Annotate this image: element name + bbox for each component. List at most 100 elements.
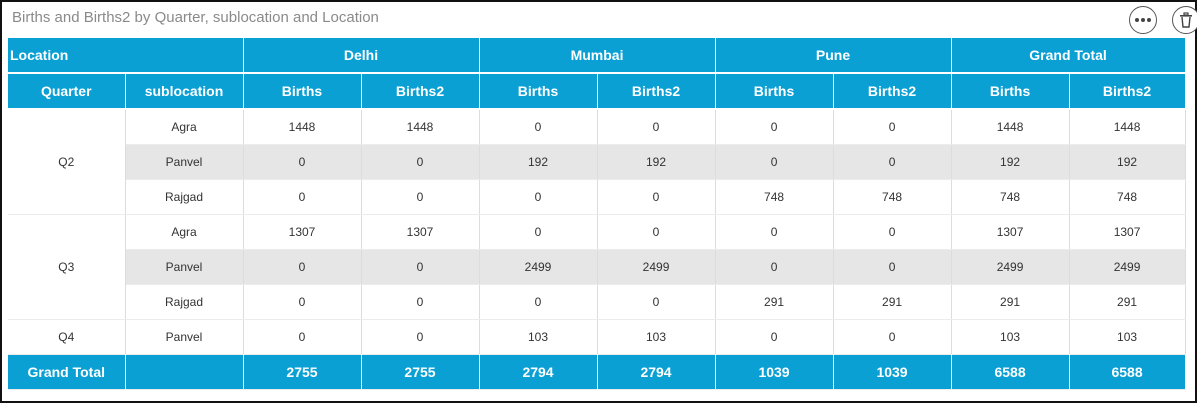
sublocation-header[interactable]: sublocation (125, 73, 244, 110)
value-cell: 1307 (243, 214, 362, 250)
total-cell: 2755 (361, 354, 480, 390)
value-cell: 103 (479, 319, 598, 355)
value-cell: 0 (715, 249, 834, 285)
value-cell: 192 (951, 144, 1070, 180)
value-cell: 1307 (1069, 214, 1186, 250)
value-cell: 0 (479, 214, 598, 250)
total-cell: 6588 (1069, 354, 1186, 390)
value-cell: 0 (361, 144, 480, 180)
value-cell: 0 (479, 284, 598, 320)
value-cell: 0 (715, 214, 834, 250)
sublocation-cell: Agra (125, 214, 244, 250)
value-cell: 0 (243, 144, 362, 180)
table-row: Panvel 0 0 2499 2499 0 0 2499 2499 (8, 249, 1186, 285)
value-cell: 291 (951, 284, 1070, 320)
value-cell: 192 (597, 144, 716, 180)
quarter-cell: Q4 (8, 319, 126, 355)
value-cell: 291 (1069, 284, 1186, 320)
table-row: Rajgad 0 0 0 0 748 748 748 748 (8, 179, 1186, 215)
value-cell: 1307 (361, 214, 480, 250)
sublocation-cell: Panvel (125, 144, 244, 180)
value-cell: 0 (479, 109, 598, 145)
total-cell: 1039 (715, 354, 834, 390)
value-cell: 103 (951, 319, 1070, 355)
table-row: Rajgad 0 0 0 0 291 291 291 291 (8, 284, 1186, 320)
value-cell: 1448 (951, 109, 1070, 145)
measure-header-births2[interactable]: Births2 (833, 73, 952, 110)
value-cell: 1448 (1069, 109, 1186, 145)
value-cell: 192 (479, 144, 598, 180)
measure-header-births[interactable]: Births (951, 73, 1070, 110)
value-cell: 0 (715, 109, 834, 145)
value-cell: 2499 (479, 249, 598, 285)
value-cell: 748 (833, 179, 952, 215)
value-cell: 1448 (243, 109, 362, 145)
value-cell: 748 (1069, 179, 1186, 215)
measure-header-births[interactable]: Births (715, 73, 834, 110)
value-cell: 291 (715, 284, 834, 320)
value-cell: 0 (361, 249, 480, 285)
sublocation-cell: Rajgad (125, 284, 244, 320)
value-cell: 0 (833, 214, 952, 250)
total-cell: 2794 (479, 354, 598, 390)
value-cell: 0 (243, 284, 362, 320)
quarter-cell: Q3 (8, 214, 126, 320)
value-cell: 1448 (361, 109, 480, 145)
visual-title: Births and Births2 by Quarter, sublocati… (12, 9, 379, 26)
value-cell: 0 (479, 179, 598, 215)
total-cell: 2794 (597, 354, 716, 390)
value-cell: 103 (1069, 319, 1186, 355)
measure-header-births2[interactable]: Births2 (597, 73, 716, 110)
value-cell: 0 (715, 144, 834, 180)
column-header-delhi[interactable]: Delhi (243, 38, 480, 74)
more-options-icon (1135, 18, 1151, 22)
location-axis-label: Location (8, 38, 244, 74)
column-header-mumbai[interactable]: Mumbai (479, 38, 716, 74)
total-cell: 2755 (243, 354, 362, 390)
table-row: Q4 Panvel 0 0 103 103 0 0 103 103 (8, 319, 1186, 355)
value-cell: 0 (243, 319, 362, 355)
grand-total-blank (125, 354, 244, 390)
value-cell: 0 (243, 179, 362, 215)
table-header: Location Delhi Mumbai Pune Grand Total Q… (8, 38, 1186, 110)
value-cell: 748 (951, 179, 1070, 215)
sublocation-cell: Panvel (125, 249, 244, 285)
table-row: Panvel 0 0 192 192 0 0 192 192 (8, 144, 1186, 180)
delete-button[interactable] (1172, 6, 1197, 34)
table-row: Q2 Agra 1448 1448 0 0 0 0 1448 1448 (8, 109, 1186, 215)
value-cell: 0 (833, 249, 952, 285)
value-cell: 0 (597, 109, 716, 145)
sublocation-cell: Panvel (125, 319, 244, 355)
table-body: Q2 Agra 1448 1448 0 0 0 0 1448 1448 Panv… (8, 109, 1186, 390)
location-header-row: Location Delhi Mumbai Pune Grand Total (8, 38, 1186, 74)
grand-total-label: Grand Total (8, 354, 126, 390)
quarter-cell: Q2 (8, 109, 126, 215)
measure-header-births[interactable]: Births (479, 73, 598, 110)
more-options-button[interactable] (1129, 6, 1157, 34)
column-header-pune[interactable]: Pune (715, 38, 952, 74)
measure-header-births2[interactable]: Births2 (1069, 73, 1186, 110)
value-cell: 0 (833, 319, 952, 355)
value-cell: 2499 (1069, 249, 1186, 285)
value-cell: 0 (243, 249, 362, 285)
measure-header-births[interactable]: Births (243, 73, 362, 110)
value-cell: 0 (833, 109, 952, 145)
value-cell: 0 (361, 284, 480, 320)
value-cell: 1307 (951, 214, 1070, 250)
column-header-grand-total[interactable]: Grand Total (951, 38, 1186, 74)
value-cell: 0 (715, 319, 834, 355)
value-cell: 0 (833, 144, 952, 180)
value-cell: 0 (361, 319, 480, 355)
sublocation-cell: Agra (125, 109, 244, 145)
trash-icon (1180, 12, 1192, 28)
value-cell: 291 (833, 284, 952, 320)
value-cell: 2499 (951, 249, 1070, 285)
matrix-table: Location Delhi Mumbai Pune Grand Total Q… (8, 38, 1186, 390)
value-cell: 0 (597, 284, 716, 320)
quarter-header[interactable]: Quarter (8, 73, 126, 110)
measure-header-row: Quarter sublocation Births Births2 Birth… (8, 73, 1186, 110)
value-cell: 2499 (597, 249, 716, 285)
measure-header-births2[interactable]: Births2 (361, 73, 480, 110)
sublocation-cell: Rajgad (125, 179, 244, 215)
